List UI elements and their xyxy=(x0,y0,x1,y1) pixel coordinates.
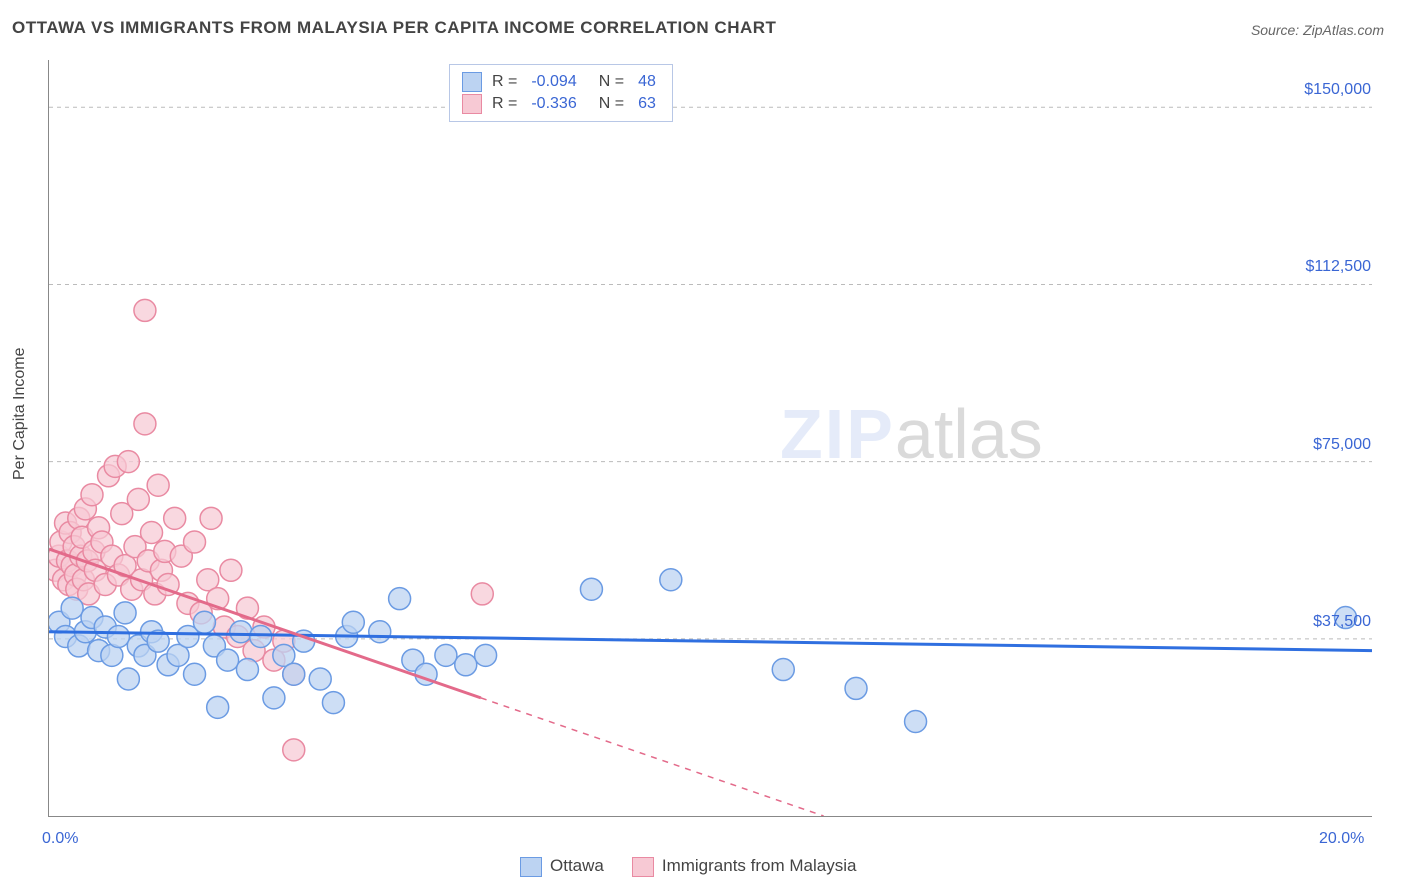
chart-title: OTTAWA VS IMMIGRANTS FROM MALAYSIA PER C… xyxy=(12,18,776,38)
scatter-plot xyxy=(48,60,1372,817)
series-swatch-ottawa: Ottawa xyxy=(520,856,604,877)
y-tick-label: $150,000 xyxy=(1281,81,1371,99)
correlation-legend: R =-0.094N =48R =-0.336N =63 xyxy=(449,64,673,122)
y-tick-label: $112,500 xyxy=(1281,258,1371,276)
series-swatch-malaysia: Immigrants from Malaysia xyxy=(632,856,857,877)
x-axis-max-label: 20.0% xyxy=(1319,830,1364,848)
watermark: ZIPatlas xyxy=(780,394,1043,474)
x-axis-min-label: 0.0% xyxy=(42,830,78,848)
legend-row-malaysia: R =-0.336N =63 xyxy=(462,93,660,115)
y-tick-label: $37,500 xyxy=(1281,613,1371,631)
y-tick-label: $75,000 xyxy=(1281,436,1371,454)
source-credit: Source: ZipAtlas.com xyxy=(1251,22,1384,38)
watermark-rest: atlas xyxy=(895,395,1043,473)
y-axis-label: Per Capita Income xyxy=(11,347,29,480)
series-legend: Ottawa Immigrants from Malaysia xyxy=(520,856,856,877)
legend-row-ottawa: R =-0.094N =48 xyxy=(462,71,660,93)
watermark-bold: ZIP xyxy=(780,395,895,473)
